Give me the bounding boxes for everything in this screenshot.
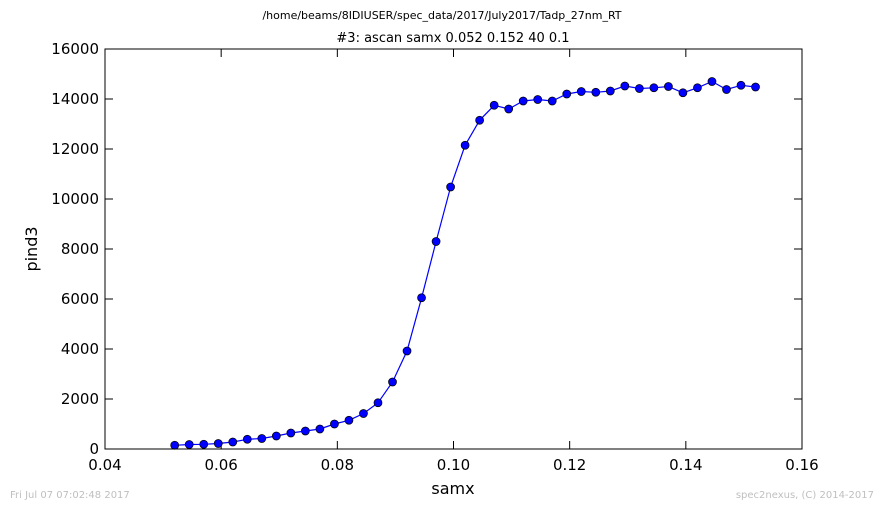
data-point: [388, 377, 397, 387]
y-tick-label: 6000: [61, 290, 99, 308]
data-point: [213, 439, 223, 448]
data-point: [431, 237, 441, 246]
series-line: [174, 80, 756, 446]
data-point: [359, 409, 368, 418]
data-point: [504, 104, 514, 114]
data-point: [693, 83, 702, 93]
data-point: [242, 434, 252, 444]
data-point: [446, 182, 455, 192]
chart-title: #3: ascan samx 0.052 0.152 40 0.1: [336, 31, 569, 46]
y-tick-label: 2000: [61, 390, 99, 408]
x-axis-label: samx: [431, 479, 474, 498]
data-point: [402, 346, 412, 356]
data-point: [373, 398, 383, 408]
data-point: [722, 85, 731, 94]
data-point: [678, 88, 688, 98]
y-tick-label: 12000: [51, 140, 99, 158]
data-point: [751, 82, 760, 92]
data-point: [271, 431, 281, 441]
data-point: [286, 428, 296, 438]
data-point: [417, 293, 426, 303]
y-tick-label: 0: [89, 440, 99, 458]
data-point: [315, 424, 325, 434]
data-point: [707, 77, 717, 86]
x-tick-label: 0.04: [88, 456, 121, 474]
y-tick-label: 8000: [61, 240, 99, 258]
data-point: [257, 434, 267, 443]
data-point: [576, 87, 586, 96]
data-point: [547, 96, 557, 106]
data-point: [460, 140, 470, 150]
data-point: [301, 426, 310, 436]
x-tick-label: 0.12: [553, 456, 586, 474]
data-point: [620, 81, 630, 91]
y-tick-label: 14000: [51, 90, 99, 108]
data-point: [533, 95, 543, 104]
data-point: [518, 96, 528, 106]
x-tick-label: 0.06: [204, 456, 237, 474]
footer-timestamp: Fri Jul 07 07:02:48 2017: [10, 490, 130, 501]
data-point: [649, 83, 659, 93]
axes-frame: [104, 48, 803, 450]
plot-area: 0.04 0.06 0.08 0.10 0.12 0.14 0.16 0 2000 4000 600…: [51, 40, 818, 474]
y-tick-label: 16000: [51, 40, 99, 58]
y-tick-label: 4000: [61, 340, 99, 358]
x-tick-label: 0.08: [321, 456, 354, 474]
data-point: [605, 86, 615, 96]
data-point: [591, 87, 601, 97]
data-point: [170, 440, 180, 450]
data-point: [184, 440, 194, 449]
data-point: [635, 84, 644, 93]
data-point: [199, 439, 209, 449]
y-tick-label: 10000: [51, 190, 99, 208]
data-point: [489, 100, 499, 110]
data-point: [330, 419, 339, 429]
x-tick-label: 0.10: [437, 456, 470, 474]
footer-credit: spec2nexus, (C) 2014-2017: [736, 490, 874, 501]
data-point: [736, 80, 746, 90]
figure-suptitle: /home/beams/8IDIUSER/spec_data/2017/July…: [262, 9, 621, 22]
data-point: [664, 82, 673, 91]
data-point: [344, 415, 354, 425]
data-point: [475, 115, 484, 125]
x-tick-label: 0.16: [785, 456, 818, 474]
data-point: [562, 89, 572, 99]
y-axis-label: pind3: [22, 226, 41, 271]
x-tick-label: 0.14: [669, 456, 702, 474]
data-point: [228, 437, 238, 447]
